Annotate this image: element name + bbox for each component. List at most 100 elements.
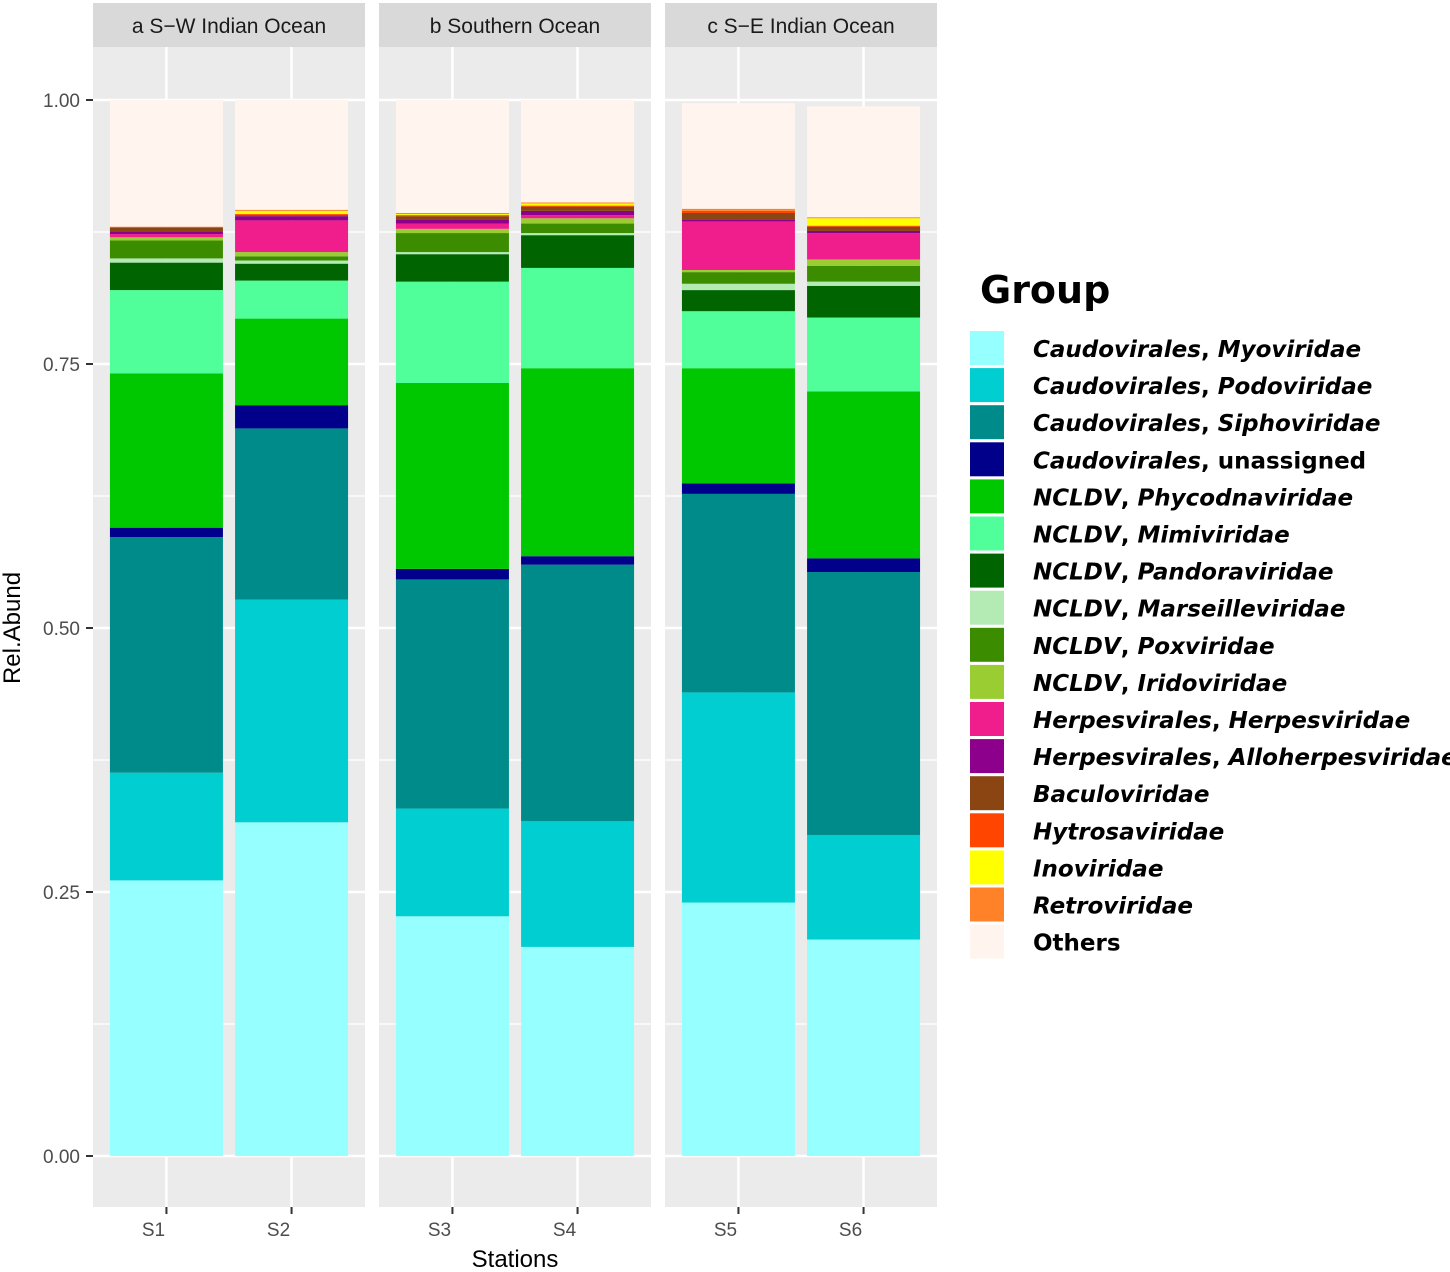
legend-label: Herpesvirales, Herpesviridae [1033, 708, 1410, 734]
legend-label: NCLDV, Pandoraviridae [1033, 560, 1334, 586]
bar-segment [807, 230, 921, 234]
bar-segment [681, 283, 795, 291]
legend-label: NCLDV, Phycodnaviridae [1033, 485, 1353, 511]
legend-label: NCLDV, Poxviridae [1033, 634, 1275, 660]
legend-swatch [970, 590, 1004, 625]
legend-label: NCLDV, Iridoviridae [1033, 671, 1287, 697]
bar-segment [235, 214, 349, 216]
legend-entry: NCLDV, Pandoraviridae [970, 553, 1334, 588]
bar-stack-s5 [681, 103, 795, 1156]
legend-entry: NCLDV, Poxviridae [970, 627, 1275, 662]
x-tick-label: S2 [267, 1220, 290, 1241]
bar-segment [807, 225, 921, 227]
bar-segment [235, 210, 349, 215]
bar-segment [521, 203, 635, 206]
bar-segment [235, 216, 349, 221]
bar-segment [109, 100, 223, 227]
bar-segment [807, 285, 921, 318]
bar-segment [521, 564, 635, 822]
legend-swatch [970, 887, 1004, 922]
bar-segment [681, 692, 795, 903]
bar-segment [109, 227, 223, 232]
bar-segment [109, 772, 223, 881]
bar-segment [235, 280, 349, 319]
bar-segment [681, 493, 795, 693]
bar-stack-s4 [521, 100, 635, 1156]
bar-segment [109, 290, 223, 374]
bar-segment [681, 311, 795, 369]
legend-label: Caudovirales, unassigned [1033, 448, 1366, 474]
facet-strip [665, 3, 937, 47]
x-tick-label: S4 [553, 1220, 577, 1241]
bar-segment [807, 233, 921, 260]
facet-strip [379, 3, 651, 47]
legend-swatch [970, 442, 1004, 477]
bar-segment [395, 219, 509, 224]
legend-entry: NCLDV, Iridoviridae [970, 664, 1287, 699]
bar-segment [521, 206, 635, 211]
bar-stack-s6 [807, 106, 921, 1156]
x-tick-label: S6 [839, 1220, 862, 1241]
bar-segment [235, 405, 349, 429]
bar-segment [395, 223, 509, 229]
legend-entry: NCLDV, Phycodnaviridae [970, 479, 1353, 514]
legend-label: Hytrosaviridae [1033, 819, 1224, 845]
bar-segment [681, 902, 795, 1156]
legend-swatch [970, 702, 1004, 736]
legend-entry: Caudovirales, Myoviridae [970, 331, 1361, 365]
x-tick-label: S5 [714, 1220, 737, 1241]
bar-segment [109, 237, 223, 241]
bar-segment [235, 209, 349, 211]
bar-segment [681, 219, 795, 222]
bar-segment [235, 100, 349, 210]
bar-segment [395, 254, 509, 282]
y-tick-label: 1.00 [43, 91, 80, 112]
bar-segment [807, 391, 921, 559]
legend-swatch [970, 850, 1004, 885]
bar-segment [807, 218, 921, 226]
bar-segment [521, 100, 635, 203]
facet-strip-label: a S−W Indian Ocean [132, 15, 326, 38]
bar-segment [521, 267, 635, 369]
bar-segment [681, 483, 795, 494]
bar-segment [681, 210, 795, 213]
bar-segment [109, 226, 223, 228]
x-tick-label: S1 [142, 1220, 165, 1241]
bar-segment [521, 210, 635, 216]
bar-segment [235, 220, 349, 253]
legend-entry: NCLDV, Mimiviridae [970, 516, 1290, 551]
bar-segment [521, 223, 635, 234]
bar-segment [681, 103, 795, 209]
legend-entry: Caudovirales, Siphoviridae [970, 405, 1380, 440]
bar-segment [109, 527, 223, 538]
bar-segment [395, 215, 509, 217]
bar-segment [807, 106, 921, 218]
bar-segment [807, 226, 921, 231]
legend-entry: Baculoviridae [970, 776, 1209, 811]
bar-segment [681, 221, 795, 271]
bar-segment [109, 234, 223, 238]
bar-segment [521, 556, 635, 565]
legend-title: Group [980, 268, 1110, 312]
legend-entry: Retroviridae [970, 887, 1193, 922]
bar-segment [807, 317, 921, 392]
legend-entry: Hytrosaviridae [970, 813, 1224, 848]
bar-segment [521, 946, 635, 1156]
legend-entry: Herpesvirales, Alloherpesviridae [970, 739, 1450, 774]
bar-segment [521, 368, 635, 557]
bar-segment [395, 383, 509, 569]
bar-segment [235, 822, 349, 1156]
bar-segment [521, 218, 635, 224]
legend-label: Caudovirales, Siphoviridae [1033, 411, 1380, 437]
legend-swatch [970, 553, 1004, 588]
bar-segment [395, 916, 509, 1156]
bar-segment [681, 368, 795, 484]
bar-segment [109, 262, 223, 291]
legend-swatch [970, 405, 1004, 440]
bar-segment [395, 228, 509, 234]
legend-entry: Caudovirales, unassigned [970, 442, 1366, 477]
bar-segment [395, 568, 509, 580]
y-tick-label: 0.75 [43, 355, 80, 376]
bar-segment [807, 217, 921, 219]
bar-segment [235, 252, 349, 257]
